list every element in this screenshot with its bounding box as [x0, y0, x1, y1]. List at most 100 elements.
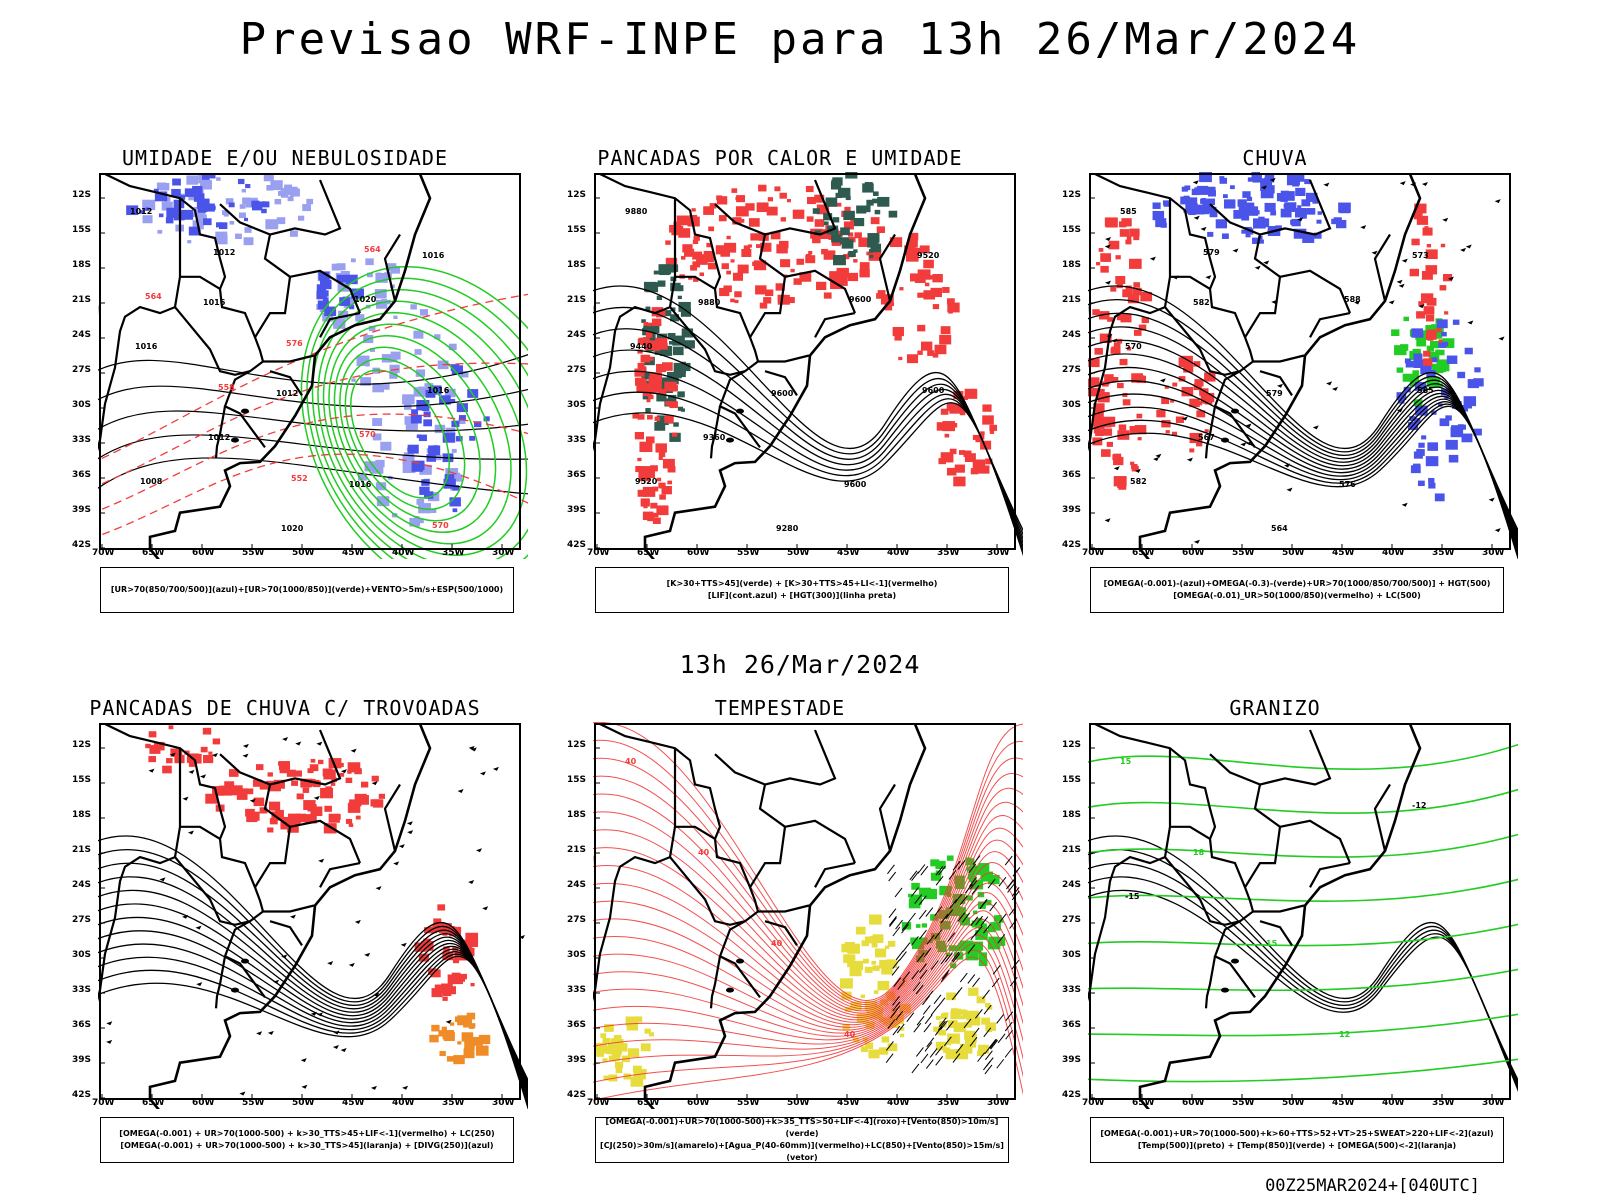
legend-line: [UR>70(850/700/500)](azul)+[UR>70(1000/8… [110, 585, 504, 594]
lon-label: 40W [1382, 1098, 1405, 1108]
lat-label: 12S [72, 190, 92, 200]
contour-label: 15 [1266, 939, 1278, 948]
lon-label: 35W [1432, 1098, 1455, 1108]
contour-label: 1012 [276, 389, 298, 398]
legend-pancadas-calor: [K>30+TTS>45](verde) + [K>30+TTS>45+LI<-… [595, 567, 1009, 613]
panel-title: PANCADAS DE CHUVA C/ TROVOADAS [89, 696, 481, 720]
contour-label: 9600 [771, 389, 794, 398]
shaded-fields [145, 725, 491, 1065]
lon-label: 65W [1132, 548, 1155, 558]
contour-label: 579 [1203, 248, 1220, 257]
legend-line: [OMEGA(-0.01)_UR>50(1000/850)(vermelho) … [1173, 591, 1421, 600]
lon-label: 45W [1332, 548, 1355, 558]
contour-label: 9520 [917, 251, 940, 260]
lat-label: 30S [567, 950, 587, 960]
contour-labels: 15 18 15 12 -12 -15 [1120, 757, 1426, 1039]
axis-labels [595, 747, 998, 1099]
lon-label: 55W [242, 548, 265, 558]
axis-labels [1090, 197, 1493, 549]
contour-label: 576 [1339, 480, 1356, 489]
coastline-borders [593, 723, 927, 1109]
lat-label: 39S [72, 1055, 92, 1065]
legend-tempestade: [OMEGA(-0.001)+UR>70(1000-500)+k>35_TTS>… [595, 1117, 1009, 1163]
lon-label: 70W [1082, 1098, 1105, 1108]
lat-label: 42S [1062, 1090, 1082, 1100]
lon-label: 45W [837, 1098, 860, 1108]
legend-line: [OMEGA(-0.001)+UR>70(1000-500)+k>35_TTS>… [605, 1117, 999, 1138]
contour-label: 9520 [635, 477, 658, 486]
lat-label: 36S [72, 470, 92, 480]
lat-label: 33S [1062, 985, 1082, 995]
axis-labels [100, 197, 503, 549]
panel-umidade: UMIDADE E/OU NEBULOSIDADE 1012 1016 1012 10… [50, 146, 528, 616]
lat-label: 33S [1062, 435, 1082, 445]
subtitle: 13h 26/Mar/2024 [679, 650, 921, 679]
lat-label: 24S [1062, 330, 1082, 340]
lat-label: 39S [72, 505, 92, 515]
contour-label: 9600 [849, 295, 872, 304]
lon-label: 35W [937, 1098, 960, 1108]
panel-title: UMIDADE E/OU NEBULOSIDADE [121, 146, 449, 170]
axis-labels [1090, 747, 1493, 1099]
lat-label: 27S [72, 915, 92, 925]
lat-label: 27S [1062, 915, 1082, 925]
lat-label: 24S [567, 880, 587, 890]
panel-pancadas-calor: PANCADAS POR CALOR E UMIDADE 9880 9880 960… [545, 146, 1023, 616]
lat-label: 24S [567, 330, 587, 340]
lon-label: 35W [442, 548, 465, 558]
wind-vectors [885, 855, 1021, 1075]
contour-label: 9280 [776, 524, 799, 533]
contour-label: 40 [625, 757, 637, 766]
coastline-borders [1088, 723, 1422, 1109]
map-trovoadas: 12S 15S 18S 21S 24S 27S 30S 33S 36S 39S 42S 70W 65W 6… [72, 722, 528, 1109]
lon-label: 45W [837, 548, 860, 558]
temp850-green-contours [1088, 743, 1518, 1083]
lat-label: 42S [72, 1090, 92, 1100]
lon-label: 35W [937, 548, 960, 558]
contour-labels: 9880 9880 9600 9600 9520 9440 9360 9280 9600 9600… [625, 207, 945, 533]
lat-label: 12S [567, 190, 587, 200]
lat-label: 21S [72, 295, 92, 305]
lat-label: 15S [1062, 775, 1082, 785]
lon-label: 65W [142, 548, 165, 558]
lon-label: 40W [887, 1098, 910, 1108]
lon-label: 40W [392, 548, 415, 558]
contour-label: 40 [844, 1030, 856, 1039]
legend-line: [OMEGA(-0.001) + UR>70(1000-500) + k>30_… [119, 1129, 495, 1138]
contour-label: 9880 [625, 207, 648, 216]
lat-label: 30S [72, 950, 92, 960]
lat-label: 30S [1062, 400, 1082, 410]
contour-labels: 1012 1016 1012 1016 1016 1016 1012 1020 1020 1016… [130, 207, 450, 533]
contour-label: 576 [286, 339, 303, 348]
height-contours [98, 835, 528, 1109]
legend-line: [OMEGA(-0.001)-(azul)+OMEGA(-0.3)-(verde… [1103, 579, 1491, 588]
lat-label: 12S [1062, 190, 1082, 200]
contour-label: 582 [1193, 298, 1210, 307]
legend-line: [LIF](cont.azul) + [HGT(300)](linha pret… [707, 591, 897, 600]
map-svg [98, 723, 528, 1109]
lon-label: 30W [987, 1098, 1010, 1108]
lon-label: 60W [192, 548, 215, 558]
contour-label: 570 [1125, 342, 1142, 351]
contour-label: 564 [364, 245, 381, 254]
lat-label: 12S [1062, 740, 1082, 750]
contour-label: 1012 [130, 207, 152, 216]
contour-label: 1020 [354, 295, 377, 304]
contour-label: 1016 [135, 342, 158, 351]
contour-labels: 585 582 579 576 573 570 567 564 588 585 582 579 [1120, 207, 1434, 533]
contour-label: 12 [1339, 1030, 1350, 1039]
coastline-borders [98, 173, 432, 559]
lon-label: 60W [687, 548, 710, 558]
lat-label: 15S [1062, 225, 1082, 235]
contour-labels: 40 40 40 40 [625, 757, 856, 1039]
main-title: Previsao WRF-INPE para 13h 26/Mar/2024 [239, 14, 1361, 65]
lat-label: 15S [72, 225, 92, 235]
lon-label: 30W [492, 1098, 515, 1108]
lon-label: 35W [442, 1098, 465, 1108]
lat-label: 21S [72, 845, 92, 855]
map-chuva: 585 582 579 576 573 570 567 564 588 585 582 579 12S 1… [1062, 172, 1518, 559]
panel-chuva: CHUVA 585 582 579 576 573 570 567 564 588 585 582 5… [1040, 146, 1518, 616]
lat-label: 36S [567, 1020, 587, 1030]
lat-label: 36S [567, 470, 587, 480]
contour-label: -12 [1412, 801, 1426, 810]
